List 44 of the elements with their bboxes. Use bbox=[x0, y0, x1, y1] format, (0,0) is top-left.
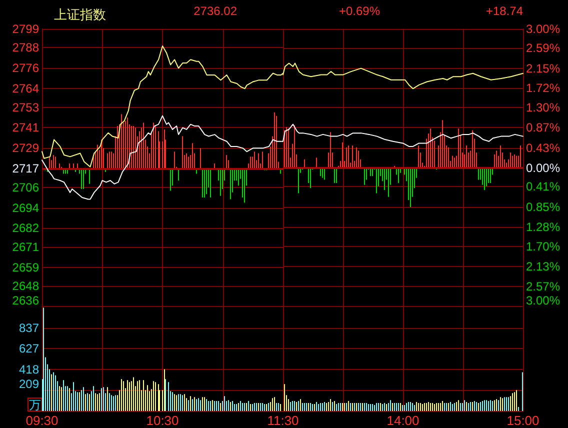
y-tick-label: 209 bbox=[18, 377, 40, 392]
y-tick-label: 2.57% bbox=[526, 280, 560, 294]
y-tick-label: 418 bbox=[18, 362, 40, 376]
y-tick-label: 2682 bbox=[12, 221, 40, 236]
y-tick-label: 2636 bbox=[12, 294, 40, 308]
y-tick-label: 0.87% bbox=[526, 120, 560, 135]
y-tick-label: 2799 bbox=[12, 22, 40, 36]
y-tick-label: 2788 bbox=[12, 40, 40, 55]
y-tick-label: 2.13% bbox=[526, 259, 560, 274]
x-tick-label: 15:00 bbox=[506, 413, 540, 428]
chart-title: 上证指数 bbox=[54, 7, 106, 22]
y-tick-label: 2694 bbox=[12, 200, 40, 215]
y-tick-label: 2.59% bbox=[526, 40, 560, 55]
y-tick-label: 2764 bbox=[12, 82, 40, 96]
y-tick-label: 2753 bbox=[12, 100, 40, 114]
y-tick-label: 2659 bbox=[12, 260, 40, 274]
y-tick-label: 627 bbox=[18, 342, 40, 356]
y-tick-label: 1.70% bbox=[526, 239, 560, 254]
text: +18.74 bbox=[486, 4, 524, 18]
x-tick-label: 09:30 bbox=[26, 413, 58, 428]
text: +0.69% bbox=[338, 4, 380, 18]
y-tick-label: 2729 bbox=[12, 141, 40, 156]
y-tick-label: 2706 bbox=[12, 180, 40, 194]
y-tick-label: 2671 bbox=[12, 240, 40, 254]
y-tick-label: 2.15% bbox=[526, 61, 560, 76]
y-tick-label: 0.43% bbox=[526, 140, 560, 155]
y-tick-label: 837 bbox=[18, 320, 40, 335]
y-axis-title: 万 bbox=[29, 398, 41, 412]
y-tick-label: 3.00% bbox=[526, 294, 560, 308]
text: 2736.02 bbox=[194, 4, 238, 18]
y-tick-label: 0.00% bbox=[526, 160, 560, 175]
x-tick-label: 10:30 bbox=[146, 413, 179, 428]
y-tick-label: 2717 bbox=[12, 162, 40, 176]
y-tick-label: 3.00% bbox=[526, 22, 560, 36]
y-tick-label: 1.30% bbox=[526, 100, 560, 115]
x-tick-label: 11:30 bbox=[267, 413, 299, 428]
y-tick-label: 0.85% bbox=[526, 200, 560, 214]
y-tick-label: 1.28% bbox=[526, 220, 560, 234]
y-tick-label: 2776 bbox=[12, 61, 40, 76]
y-tick-label: 2741 bbox=[12, 120, 40, 135]
y-tick-label: 0.41% bbox=[526, 180, 560, 194]
x-tick-label: 14:00 bbox=[386, 413, 420, 428]
y-tick-label: 2648 bbox=[12, 279, 40, 294]
y-tick-label: 1.72% bbox=[526, 81, 560, 96]
